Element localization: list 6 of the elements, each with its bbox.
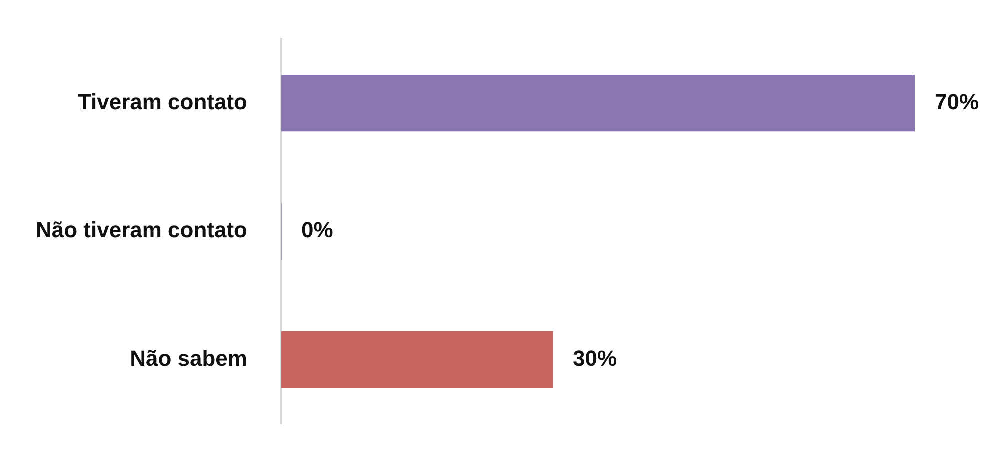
- data-label: 70%: [935, 89, 980, 114]
- data-label: 30%: [572, 346, 618, 371]
- data-label: 0%: [301, 218, 334, 243]
- y-tick-label: Tiveram contato: [78, 89, 248, 114]
- y-tick-label: Não sabem: [130, 346, 248, 371]
- y-tick-label: Não tiveram contato: [36, 218, 248, 243]
